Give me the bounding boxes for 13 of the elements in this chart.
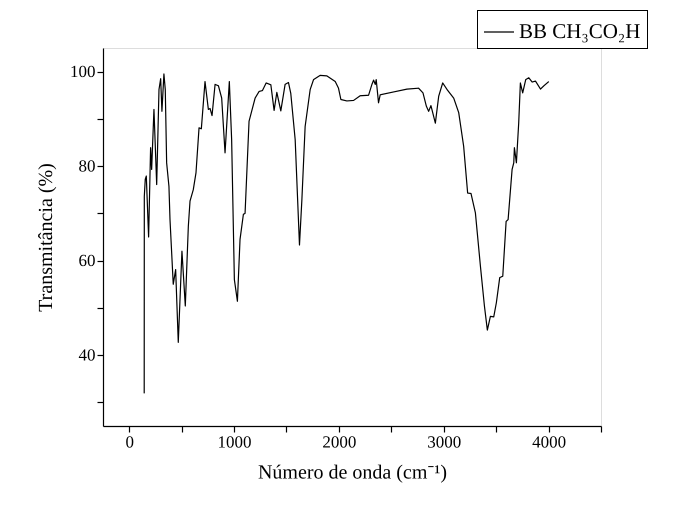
- x-tick-label: 2000: [322, 432, 356, 452]
- x-tick-label: 1000: [218, 432, 252, 452]
- x-tick-label: 4000: [532, 432, 566, 452]
- x-axis-title: Número de onda (cm⁻¹): [258, 462, 448, 484]
- y-tick-label: 80: [78, 156, 96, 176]
- y-tick-label: 60: [78, 251, 96, 270]
- y-tick-label: 100: [70, 62, 96, 82]
- legend-label: BB CH₃CO₂H: [519, 19, 640, 43]
- x-tick-label: 3000: [427, 432, 462, 452]
- y-axis-title: Transmitância (%): [35, 163, 57, 312]
- x-tick-label: 0: [125, 432, 134, 452]
- line-series: [144, 73, 550, 394]
- y-tick-label: 40: [78, 346, 96, 365]
